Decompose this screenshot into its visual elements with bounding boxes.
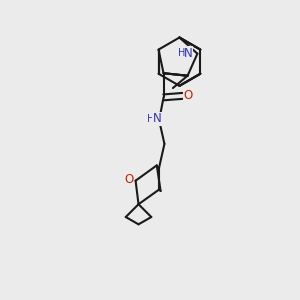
Text: H: H [178, 48, 185, 58]
Text: H: H [147, 114, 155, 124]
Text: N: N [184, 46, 192, 60]
Text: O: O [183, 89, 193, 102]
Text: N: N [152, 112, 161, 125]
Text: O: O [124, 173, 134, 186]
